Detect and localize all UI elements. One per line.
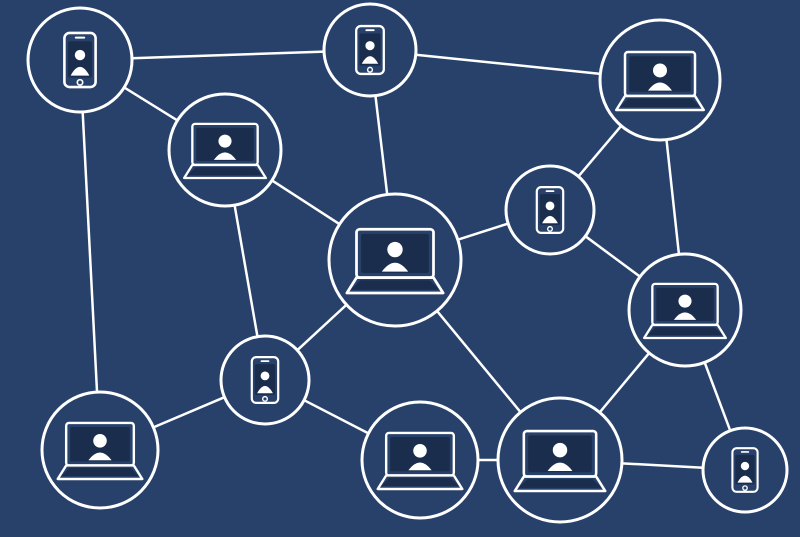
network-node-laptop (42, 392, 158, 508)
laptop-keyboard (351, 280, 440, 289)
phone-speaker (546, 190, 555, 192)
person-head-icon (553, 443, 567, 457)
network-diagram (0, 0, 800, 537)
person-head-icon (365, 41, 374, 50)
laptop-keyboard (518, 479, 601, 488)
laptop-keyboard (61, 468, 139, 476)
network-node-phone (28, 8, 132, 112)
person-head-icon (741, 462, 749, 470)
phone-speaker (365, 29, 374, 31)
network-node-laptop (169, 94, 281, 206)
network-node-phone (324, 4, 416, 96)
network-node-laptop (629, 254, 741, 366)
person-head-icon (75, 50, 85, 60)
network-node-laptop (362, 402, 478, 518)
phone-speaker (741, 451, 749, 453)
network-node-laptop (498, 398, 622, 522)
network-node-phone (506, 166, 594, 254)
network-node-laptop (329, 194, 461, 326)
network-node-phone (221, 336, 309, 424)
phone-speaker (75, 37, 85, 39)
person-head-icon (218, 135, 231, 148)
laptop-keyboard (187, 167, 262, 175)
person-head-icon (261, 371, 270, 380)
person-head-icon (678, 295, 691, 308)
laptop-keyboard (647, 327, 722, 335)
person-head-icon (93, 434, 107, 448)
person-head-icon (653, 63, 667, 77)
person-head-icon (413, 444, 427, 458)
person-head-icon (387, 242, 402, 257)
network-node-laptop (600, 20, 720, 140)
laptop-keyboard (381, 478, 459, 486)
person-head-icon (546, 201, 555, 210)
network-node-phone (703, 428, 787, 512)
laptop-keyboard (620, 99, 701, 108)
phone-speaker (261, 360, 270, 362)
